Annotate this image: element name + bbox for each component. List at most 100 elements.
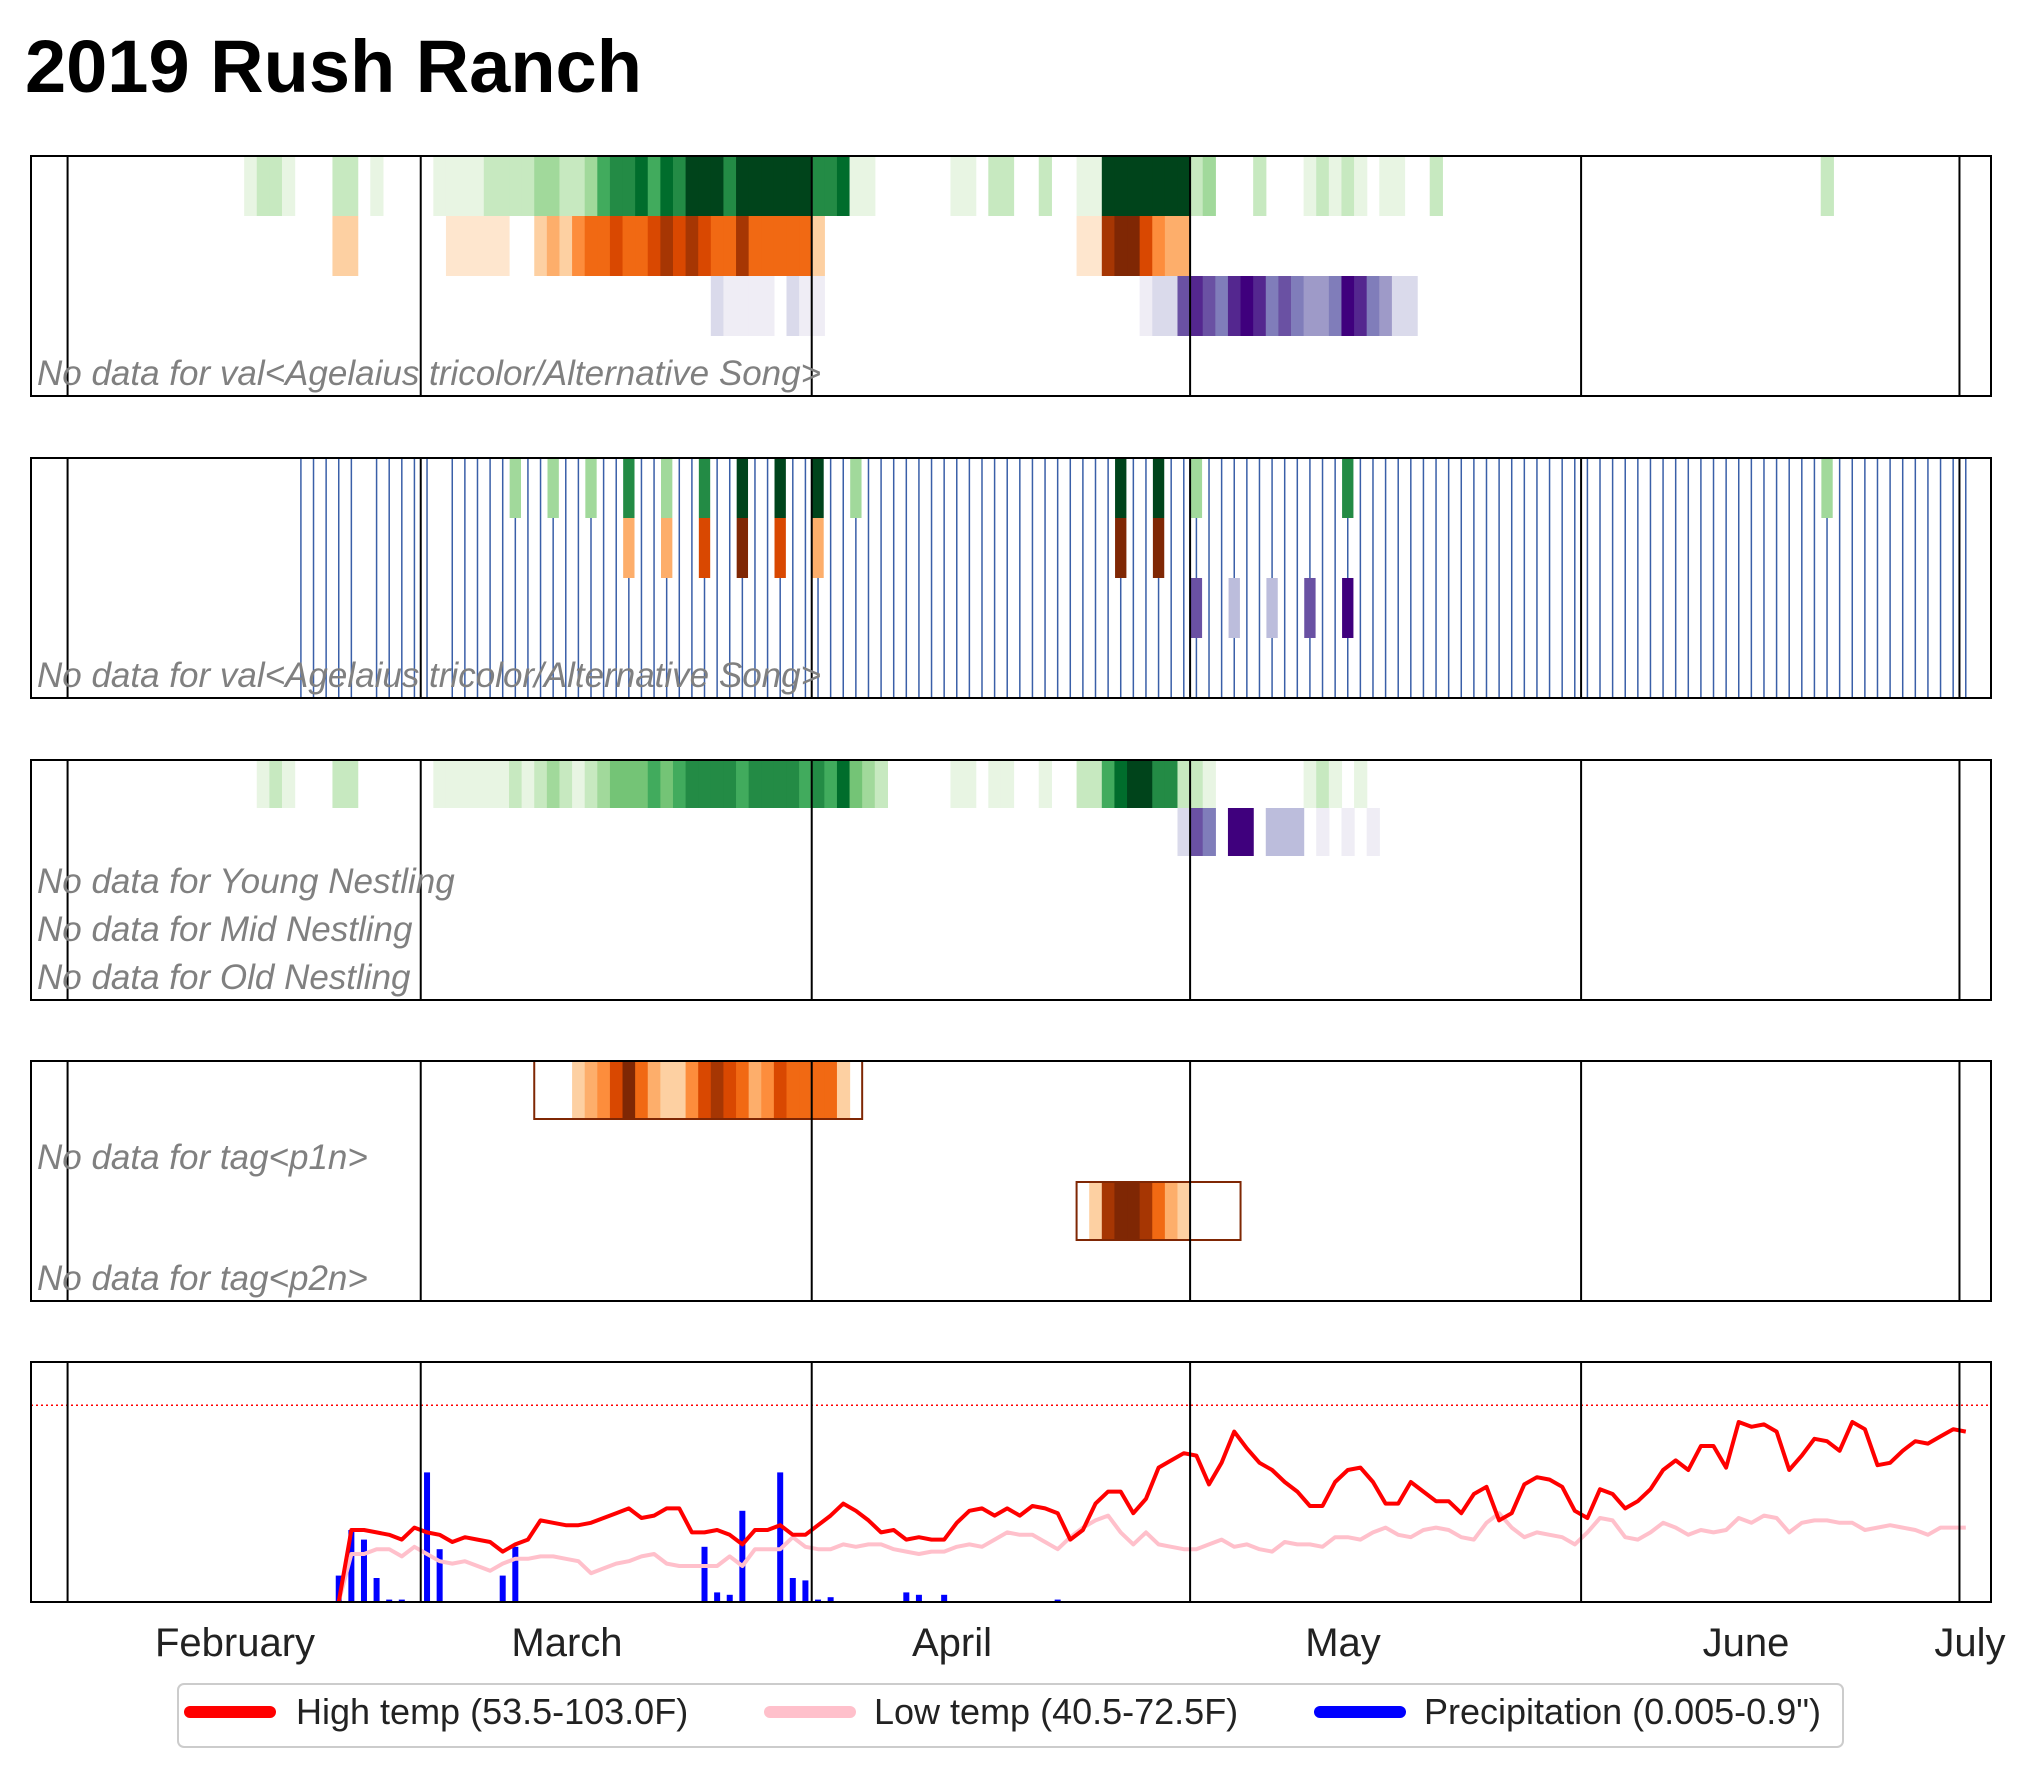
heatmap-cell <box>723 760 737 808</box>
heatmap-cell <box>559 760 573 808</box>
heatmap-cell <box>623 518 635 578</box>
heatmap-cell <box>698 156 712 216</box>
heatmap-cell <box>1089 760 1103 808</box>
heatmap-cell <box>584 216 598 276</box>
heatmap-cell <box>1152 156 1166 216</box>
heatmap-cell <box>496 156 510 216</box>
heatmap-cell <box>1328 760 1343 808</box>
heatmap-cell <box>509 458 521 518</box>
heatmap-cell <box>609 760 624 808</box>
heatmap-cell <box>761 1061 775 1119</box>
precip-bar <box>499 1575 506 1602</box>
heatmap-cell <box>1354 760 1368 808</box>
heatmap-cell <box>483 156 498 216</box>
heatmap-cell <box>1240 808 1254 856</box>
heatmap-cell <box>1354 156 1368 216</box>
heatmap-cell <box>597 216 611 276</box>
precip-bar <box>335 1575 342 1602</box>
heatmap-cell <box>584 1061 598 1119</box>
heatmap-cell <box>1190 578 1203 638</box>
heatmap-cell <box>773 760 788 808</box>
heatmap-cell <box>1190 808 1204 856</box>
heatmap-cell <box>736 276 750 336</box>
heatmap-cell <box>1190 760 1204 808</box>
heatmap-cell <box>1115 518 1127 578</box>
heatmap-cell <box>609 156 624 216</box>
heatmap-cell <box>584 760 598 808</box>
heatmap-cell <box>622 760 636 808</box>
heatmap-cell <box>698 518 711 578</box>
heatmap-cell <box>1152 276 1166 336</box>
nestling-panel-frame <box>30 759 1992 1001</box>
heatmap-cell <box>635 216 649 276</box>
tick-label-february: February <box>155 1621 315 1665</box>
precip-bar <box>360 1539 367 1602</box>
heatmap-cell <box>849 156 863 216</box>
heatmap-cell <box>736 760 750 808</box>
legend-label-precip: Precipitation (0.005-0.9") <box>1424 1691 1821 1732</box>
heatmap-cell <box>761 216 775 276</box>
heatmap-cell <box>572 156 586 216</box>
precip-bar <box>398 1599 405 1602</box>
heatmap-cell <box>370 156 384 216</box>
precip-bar <box>714 1592 721 1602</box>
heatmap-cell <box>1190 276 1204 336</box>
heatmap-cell <box>774 458 786 518</box>
heatmap-cell <box>698 760 712 808</box>
heatmap-cell <box>849 760 863 808</box>
heatmap-cell <box>811 276 825 336</box>
legend: High temp (53.5-103.0F) Low temp (40.5-7… <box>177 1683 1844 1748</box>
heatmap-cell <box>1177 156 1191 216</box>
heatmap-cell <box>483 216 498 276</box>
heatmap-cell <box>1177 276 1191 336</box>
tag-box <box>1075 1181 1242 1241</box>
heatmap-cell <box>256 156 270 216</box>
heatmap-cell <box>698 216 712 276</box>
heatmap-cell <box>1164 760 1179 808</box>
heatmap-cell <box>445 216 460 276</box>
heatmap-cell <box>585 458 597 518</box>
heatmap-cell <box>672 760 687 808</box>
heatmap-cell <box>761 276 775 336</box>
heatmap-cell <box>521 156 535 216</box>
precip-bar <box>424 1472 431 1602</box>
heatmap-cell <box>1139 216 1153 276</box>
heatmap-cell <box>786 156 800 216</box>
heatmap-cell <box>635 760 649 808</box>
precip-bar <box>701 1546 708 1602</box>
heatmap-cell <box>799 276 813 336</box>
heatmap-cell <box>1291 808 1305 856</box>
heatmap-cell <box>1342 458 1354 518</box>
tick-label-april: April <box>912 1621 992 1665</box>
heatmap-cell <box>269 156 283 216</box>
precip-bar <box>386 1599 393 1602</box>
heatmap-cell <box>1820 156 1834 216</box>
precip-bar <box>827 1597 834 1602</box>
heatmap-cell <box>723 1061 737 1119</box>
heatmap-cell <box>811 216 825 276</box>
nestling-panel: No data for Young Nestling No data for M… <box>30 759 1992 1001</box>
heatmap-cell <box>1089 1182 1103 1240</box>
heatmap-cell <box>1202 276 1216 336</box>
heatmap-cell <box>710 1061 725 1119</box>
heatmap-cell <box>332 156 346 216</box>
heatmap-cell <box>786 216 800 276</box>
heatmap-cell <box>572 760 586 808</box>
heatmap-cell <box>647 1061 661 1119</box>
heatmap-cell <box>281 156 296 216</box>
heatmap-cell <box>812 458 824 518</box>
heatmap-cell <box>1316 156 1330 216</box>
heatmap-cell <box>1177 808 1191 856</box>
heatmap-cell <box>1164 1182 1179 1240</box>
heatmap-cell <box>1101 216 1116 276</box>
heatmap-cell <box>1089 216 1103 276</box>
heatmap-cell <box>811 1061 825 1119</box>
heatmap-cell <box>1190 458 1203 518</box>
heatmap-cell <box>660 760 674 808</box>
heatmap-cell <box>1076 156 1090 216</box>
heatmap-cell <box>546 760 561 808</box>
heatmap-cell <box>256 760 270 808</box>
heatmap-cell <box>572 1061 586 1119</box>
heatmap-cell <box>496 760 510 808</box>
